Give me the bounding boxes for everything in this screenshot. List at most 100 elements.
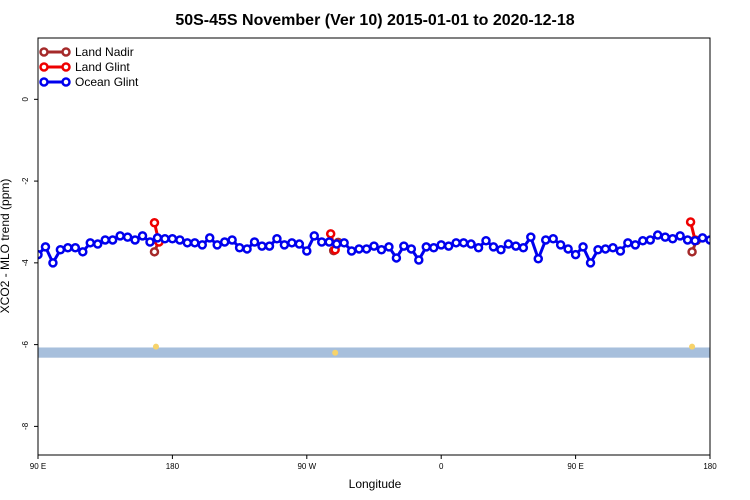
series-point <box>331 239 342 249</box>
legend-marker <box>39 62 49 72</box>
series-point <box>399 241 409 251</box>
y-tick-label: -2 <box>21 177 30 185</box>
series-point <box>197 240 208 250</box>
series-point <box>48 258 58 268</box>
series-point <box>690 236 700 246</box>
legend-marker <box>39 47 49 57</box>
series-point <box>667 233 678 244</box>
series-point <box>600 244 611 254</box>
marker <box>332 349 339 356</box>
series-point <box>555 240 566 250</box>
series-point <box>190 238 200 248</box>
series-point <box>563 244 573 254</box>
series-point <box>503 239 514 249</box>
series-point <box>436 240 446 250</box>
series-point <box>473 242 484 253</box>
series-point <box>421 242 432 252</box>
series-point <box>92 239 103 249</box>
series-point <box>130 235 140 245</box>
series-point <box>63 242 73 253</box>
legend-marker <box>61 47 71 57</box>
marker <box>152 343 159 350</box>
series-point <box>458 238 469 248</box>
series-point <box>518 242 529 253</box>
series-point <box>443 241 454 251</box>
series-point <box>175 235 185 245</box>
series-point <box>182 238 193 248</box>
series-point <box>160 233 170 244</box>
legend-marker <box>61 62 71 72</box>
series-point <box>149 218 160 228</box>
legend-marker <box>61 77 71 87</box>
y-tick-label: -4 <box>21 259 30 267</box>
x-tick-label: 0 <box>439 462 444 471</box>
series-point <box>78 247 88 257</box>
y-tick-label: -8 <box>21 422 30 430</box>
series-point <box>660 232 670 242</box>
series-point <box>149 247 160 257</box>
series-point <box>466 239 476 249</box>
series-point <box>615 246 626 256</box>
x-tick-label: 90 E <box>567 462 583 471</box>
series-point <box>376 245 387 255</box>
series-point <box>391 253 402 263</box>
chart-title: 50S-45S November (Ver 10) 2015-01-01 to … <box>175 12 574 29</box>
band <box>38 347 710 358</box>
series-point <box>287 238 297 248</box>
series-point <box>40 242 51 252</box>
series-point <box>526 232 536 242</box>
series-point <box>623 238 633 248</box>
series-point <box>705 235 710 245</box>
series-point <box>272 233 282 244</box>
legend-marker <box>39 77 49 87</box>
series-point <box>257 241 267 251</box>
series-point <box>100 235 110 245</box>
series-point <box>167 233 178 244</box>
series-point <box>339 238 349 248</box>
x-tick-label: 90 W <box>297 462 316 471</box>
series-point <box>384 242 394 252</box>
series-point <box>511 241 521 251</box>
series-point <box>488 242 499 252</box>
series-point <box>638 236 648 246</box>
series-point <box>145 237 155 247</box>
legend-label: Land Nadir <box>75 45 134 59</box>
series-point <box>227 235 237 245</box>
marker <box>689 343 696 350</box>
series-point <box>219 237 230 247</box>
series-point <box>242 244 252 254</box>
series-point <box>85 238 96 248</box>
series-point <box>107 235 118 245</box>
series-point <box>630 240 641 250</box>
series-point <box>212 240 222 250</box>
series-point <box>451 238 461 248</box>
series-point <box>38 249 43 260</box>
series-point <box>325 229 336 239</box>
y-axis-label: XCO2 - MLO trend (ppm) <box>0 179 12 314</box>
series-point <box>687 247 697 257</box>
series-point <box>354 244 364 254</box>
series-point <box>481 236 491 246</box>
series-point <box>682 235 693 245</box>
series-point <box>361 244 372 254</box>
series-point <box>593 245 603 255</box>
x-tick-label: 180 <box>166 462 180 471</box>
series-point <box>279 240 290 250</box>
x-tick-label: 90 E <box>30 462 46 471</box>
series-point <box>578 242 588 252</box>
series-point <box>137 231 148 241</box>
series-point <box>608 242 618 253</box>
series-point <box>152 233 163 243</box>
series-point <box>122 232 133 242</box>
series-point <box>697 233 708 243</box>
x-axis-label: Longitude <box>349 477 402 491</box>
series-point <box>548 233 558 244</box>
series-point <box>585 258 596 268</box>
series-point <box>55 245 66 255</box>
series-point <box>414 255 424 265</box>
series-point <box>645 235 656 245</box>
series-point <box>249 237 260 247</box>
series-point <box>115 231 125 241</box>
series-point <box>406 244 417 254</box>
